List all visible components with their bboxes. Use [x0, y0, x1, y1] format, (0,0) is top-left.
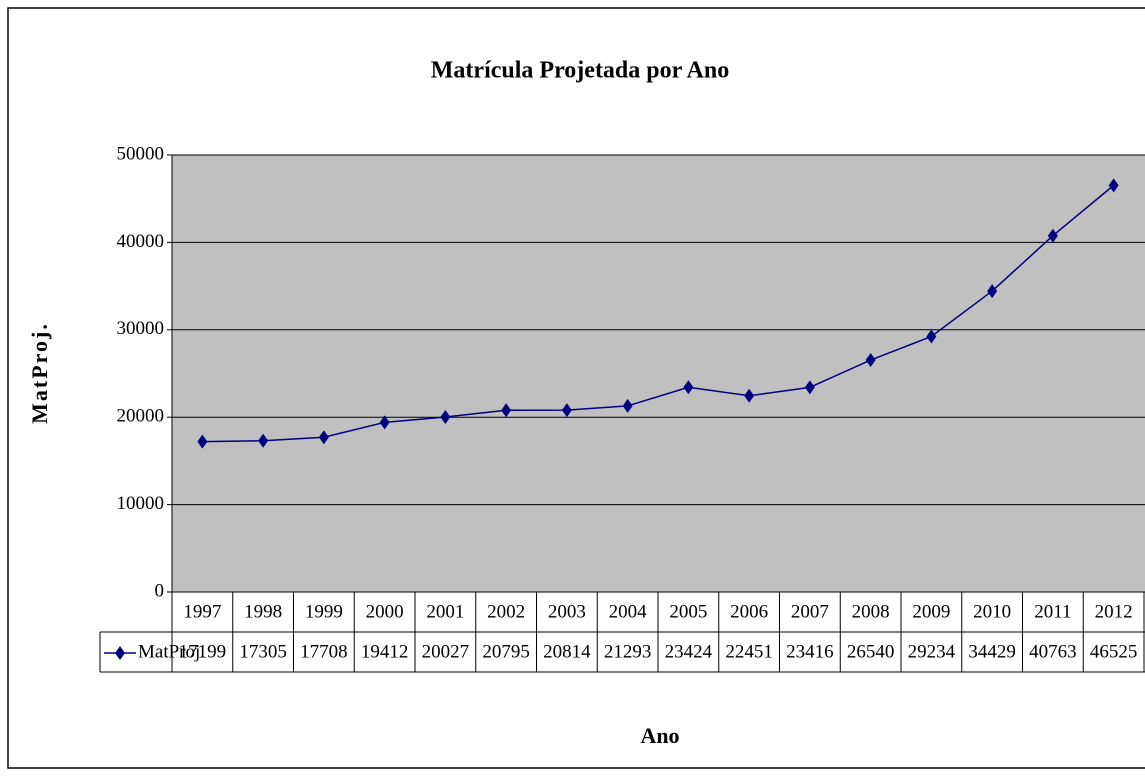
table-value: 40763	[1029, 641, 1077, 662]
chart-title: Matrícula Projetada por Ano	[431, 58, 729, 84]
y-tick-label: 20000	[117, 406, 165, 427]
plot-area	[171, 154, 1145, 593]
y-axis-title: MatProj.	[27, 322, 52, 424]
point	[622, 398, 633, 413]
x-tick-label: 2003	[548, 601, 586, 622]
table-value: 20795	[482, 641, 530, 662]
point	[318, 430, 329, 445]
x-tick-label: 1997	[183, 601, 221, 622]
table-value: 19412	[361, 641, 409, 662]
point	[197, 434, 208, 449]
x-tick-label: 2006	[730, 601, 768, 622]
table-value: 23424	[665, 641, 713, 662]
point	[379, 415, 390, 430]
table-value: 23416	[786, 641, 834, 662]
table-value: 17199	[179, 641, 227, 662]
x-tick-label: 2005	[669, 601, 707, 622]
x-tick-label: 2011	[1034, 601, 1071, 622]
point	[561, 403, 572, 418]
point	[987, 284, 998, 299]
point	[501, 403, 512, 418]
table-value: 20027	[422, 641, 470, 662]
point	[744, 388, 755, 403]
x-tick-label: 1999	[305, 601, 343, 622]
x-tick-label: 1998	[244, 601, 282, 622]
point	[926, 329, 937, 344]
table-value: 34429	[968, 641, 1016, 662]
x-tick-label: 2007	[791, 601, 829, 622]
x-tick-label: 2000	[366, 601, 404, 622]
table-value: 46525	[1090, 641, 1138, 662]
legend-label: MatProj.	[138, 641, 205, 662]
x-tick-label: 2008	[852, 601, 890, 622]
table-value: 17708	[300, 641, 348, 662]
point	[1047, 228, 1058, 243]
table-value: 20814	[543, 641, 591, 662]
point	[683, 380, 694, 395]
legend-marker	[115, 646, 125, 660]
point	[1108, 178, 1119, 193]
x-tick-label: 2012	[1095, 601, 1133, 622]
series-line	[202, 184, 1115, 443]
table-value: 29234	[908, 641, 956, 662]
x-tick-label: 2010	[973, 601, 1011, 622]
x-axis-title: Ano	[640, 723, 679, 748]
x-tick-label: 2004	[609, 601, 648, 622]
point	[865, 353, 876, 368]
x-tick-label: 2009	[912, 601, 950, 622]
x-tick-label: 2002	[487, 601, 525, 622]
table-value: 26540	[847, 641, 895, 662]
table-value: 17305	[239, 641, 287, 662]
y-tick-label: 30000	[117, 318, 165, 339]
table-value: 21293	[604, 641, 652, 662]
point	[804, 380, 815, 395]
y-tick-label: 40000	[117, 231, 165, 252]
y-tick-label: 10000	[117, 493, 165, 514]
y-tick-label: 0	[155, 580, 165, 601]
y-tick-label: 50000	[117, 143, 165, 164]
point	[258, 433, 269, 448]
point	[440, 409, 451, 424]
x-tick-label: 2001	[426, 601, 464, 622]
table-value: 22451	[725, 641, 773, 662]
